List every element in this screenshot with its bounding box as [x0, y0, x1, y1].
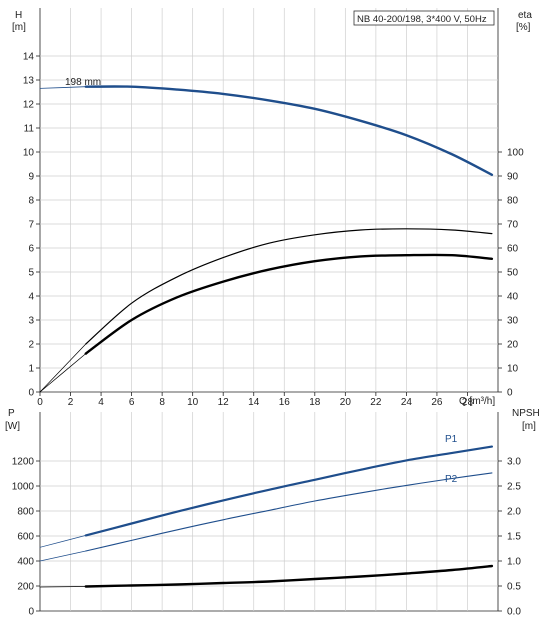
eta-axis-label: eta: [518, 10, 532, 21]
series-label-p2: P2: [445, 474, 458, 485]
eta-tick-label: 10: [507, 364, 519, 375]
eta-tick-label: 20: [507, 340, 519, 351]
h-tick-label: 7: [28, 220, 34, 231]
eta-axis-unit: [%]: [516, 22, 531, 33]
x-tick-label: 4: [98, 397, 104, 408]
h-tick-label: 11: [24, 124, 35, 135]
eta-tick-label: 30: [507, 316, 519, 327]
x-tick-label: 28: [462, 397, 474, 408]
npsh-tick-label: 1.0: [507, 557, 521, 568]
npsh-tick-label: 2.5: [507, 482, 521, 493]
h-tick-label: 6: [28, 244, 34, 255]
eta-tick-label: 70: [507, 220, 519, 231]
p1-curve: [84, 445, 493, 537]
x-tick-label: 18: [309, 397, 321, 408]
h-tick-label: 12: [23, 100, 35, 111]
eta-tick-label: 50: [507, 268, 519, 279]
grid-upper: [40, 8, 498, 392]
eta-hydraulic-curve: [85, 228, 493, 345]
h-tick-label: 5: [28, 268, 34, 279]
q-axis-label: Q [m³/h]: [459, 396, 495, 407]
p-tick-label: 1000: [12, 482, 35, 493]
npsh-tick-label: 1.5: [507, 532, 521, 543]
x-tick-label: 0: [37, 397, 43, 408]
h-tick-label: 4: [28, 292, 34, 303]
x-tick-label: 20: [340, 397, 352, 408]
x-tick-label: 2: [68, 397, 74, 408]
h-axis-label: H: [15, 10, 22, 21]
eta-hydraulic-extension: [39, 343, 87, 393]
series-label-p1: P1: [445, 434, 458, 445]
eta-tick-label: 90: [507, 172, 519, 183]
npsh-tick-label: 0.5: [507, 582, 521, 593]
eta-total-extension: [39, 353, 87, 393]
x-tick-label: 8: [159, 397, 165, 408]
h-tick-label: 13: [23, 76, 35, 87]
h-tick-label: 9: [28, 172, 34, 183]
p-tick-label: 600: [17, 532, 34, 543]
legend-box-text: NB 40-200/198, 3*400 V, 50Hz: [357, 14, 487, 25]
h-curve-extension: [39, 86, 87, 89]
h-tick-label: 8: [28, 196, 34, 207]
p2-curve: [85, 472, 493, 552]
h-tick-label: 0: [28, 388, 34, 399]
npsh-axis-unit: [m]: [522, 421, 536, 432]
h-tick-label: 10: [23, 148, 35, 159]
p-tick-label: 400: [17, 557, 34, 568]
p-tick-label: 0: [28, 607, 34, 618]
npsh-extension: [39, 586, 87, 588]
eta-total-curve: [84, 253, 494, 355]
x-tick-label: 26: [431, 397, 443, 408]
x-tick-label: 12: [218, 397, 230, 408]
p-axis-unit: [W]: [5, 421, 20, 432]
p-tick-label: 1200: [12, 457, 35, 468]
eta-tick-label: 80: [507, 196, 519, 207]
p-tick-label: 800: [17, 507, 34, 518]
eta-tick-label: 60: [507, 244, 519, 255]
h-tick-label: 2: [28, 340, 34, 351]
p-axis-label: P: [8, 408, 15, 419]
npsh-curve: [84, 564, 494, 588]
series-label-198mm: 198 mm: [65, 77, 101, 88]
x-tick-label: 14: [248, 397, 260, 408]
h-curve-198mm: [84, 85, 494, 176]
p1-extension: [39, 535, 87, 548]
npsh-tick-label: 3.0: [507, 457, 521, 468]
legend-box: [353, 10, 495, 26]
x-tick-label: 22: [370, 397, 382, 408]
npsh-tick-label: 0.0: [507, 607, 521, 618]
x-tick-label: 16: [279, 397, 291, 408]
p2-extension: [39, 550, 87, 562]
x-tick-label: 6: [129, 397, 135, 408]
h-tick-label: 3: [28, 316, 34, 327]
h-tick-label: 14: [23, 52, 35, 63]
npsh-tick-label: 2.0: [507, 507, 521, 518]
x-tick-label: 24: [401, 397, 413, 408]
x-tick-label: 10: [187, 397, 199, 408]
npsh-axis-label: NPSH: [512, 408, 540, 419]
h-tick-label: 1: [28, 364, 34, 375]
p-tick-label: 200: [17, 582, 34, 593]
eta-tick-label: 100: [507, 148, 524, 159]
h-axis-unit: [m]: [12, 22, 26, 33]
eta-tick-label: 40: [507, 292, 519, 303]
eta-tick-label: 0: [507, 388, 513, 399]
